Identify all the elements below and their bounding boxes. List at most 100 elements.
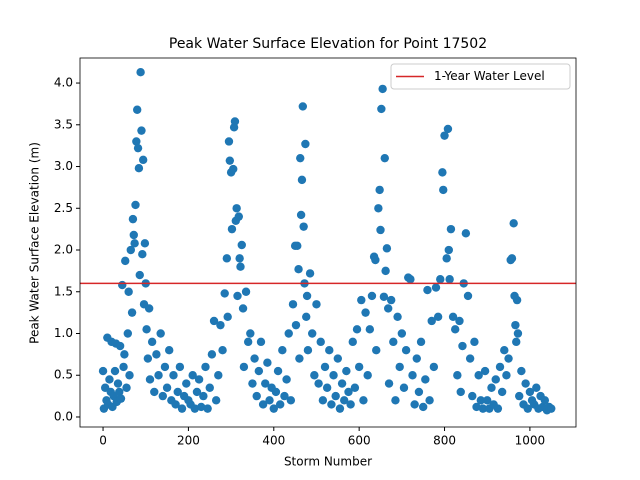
point bbox=[318, 396, 328, 405]
point bbox=[223, 312, 232, 322]
point bbox=[381, 266, 390, 276]
point bbox=[246, 329, 255, 338]
point bbox=[445, 275, 454, 284]
point bbox=[134, 163, 144, 173]
point bbox=[135, 270, 144, 280]
legend-label: 1-Year Water Level bbox=[434, 69, 545, 83]
point bbox=[406, 275, 415, 284]
point bbox=[493, 404, 503, 413]
plot-frame bbox=[79, 57, 577, 428]
point bbox=[132, 105, 142, 114]
point bbox=[448, 312, 458, 322]
point bbox=[465, 354, 475, 363]
x-tick-label: 0 bbox=[99, 434, 107, 448]
point bbox=[129, 230, 138, 240]
point bbox=[335, 404, 345, 413]
point bbox=[222, 254, 232, 263]
y-tick-label: 1.0 bbox=[54, 326, 73, 340]
point bbox=[123, 329, 133, 338]
point bbox=[377, 104, 386, 114]
point bbox=[480, 366, 490, 376]
point bbox=[188, 371, 197, 380]
point bbox=[296, 153, 305, 163]
point bbox=[110, 366, 120, 376]
point bbox=[456, 387, 465, 397]
point bbox=[199, 391, 208, 401]
y-tick-label: 2.0 bbox=[54, 243, 73, 257]
point bbox=[132, 137, 141, 146]
point bbox=[252, 391, 261, 401]
point bbox=[113, 379, 123, 388]
point bbox=[265, 396, 274, 405]
point bbox=[474, 371, 483, 380]
point bbox=[171, 400, 180, 409]
point bbox=[169, 371, 178, 380]
point bbox=[284, 329, 293, 338]
point bbox=[116, 394, 126, 403]
point bbox=[376, 225, 385, 235]
point bbox=[138, 249, 147, 259]
point bbox=[229, 164, 238, 174]
point bbox=[382, 244, 392, 253]
point bbox=[150, 387, 159, 397]
point bbox=[124, 287, 133, 296]
point bbox=[331, 391, 340, 401]
point bbox=[327, 400, 336, 409]
point bbox=[393, 312, 402, 322]
point bbox=[227, 224, 237, 234]
point bbox=[216, 320, 225, 330]
point bbox=[144, 304, 154, 313]
point bbox=[342, 366, 351, 376]
point bbox=[256, 337, 266, 347]
point bbox=[371, 255, 380, 265]
point bbox=[297, 175, 307, 185]
point bbox=[140, 239, 150, 248]
point bbox=[314, 379, 323, 388]
point bbox=[322, 383, 332, 392]
point bbox=[121, 256, 130, 266]
point bbox=[379, 292, 389, 301]
point bbox=[453, 371, 462, 380]
point bbox=[98, 366, 108, 376]
point bbox=[305, 269, 315, 278]
point bbox=[418, 402, 428, 412]
point bbox=[363, 371, 372, 380]
point bbox=[296, 210, 306, 220]
point bbox=[302, 312, 311, 322]
point bbox=[429, 362, 439, 372]
x-tick-label: 800 bbox=[433, 434, 456, 448]
point bbox=[367, 291, 377, 301]
point bbox=[521, 379, 530, 388]
point bbox=[225, 156, 235, 165]
point bbox=[248, 379, 257, 388]
point bbox=[298, 102, 308, 111]
point bbox=[340, 396, 349, 405]
point bbox=[442, 254, 451, 263]
point bbox=[359, 396, 368, 405]
point bbox=[237, 240, 246, 250]
point bbox=[431, 283, 441, 292]
point bbox=[120, 350, 129, 359]
point bbox=[344, 387, 353, 397]
point bbox=[105, 375, 114, 384]
point bbox=[507, 254, 517, 263]
point bbox=[122, 383, 131, 392]
point bbox=[201, 362, 210, 372]
point bbox=[131, 200, 140, 210]
point bbox=[312, 300, 321, 309]
point bbox=[133, 143, 143, 153]
point bbox=[495, 362, 505, 372]
point bbox=[238, 304, 248, 313]
point bbox=[384, 379, 394, 388]
point bbox=[194, 375, 204, 384]
point bbox=[203, 404, 212, 413]
point bbox=[497, 387, 507, 397]
y-tick-label: 0.5 bbox=[54, 368, 73, 382]
point bbox=[383, 304, 393, 313]
x-tick-label: 600 bbox=[348, 434, 371, 448]
point bbox=[190, 404, 200, 413]
point bbox=[241, 287, 251, 296]
point bbox=[386, 295, 396, 305]
point bbox=[455, 316, 464, 326]
